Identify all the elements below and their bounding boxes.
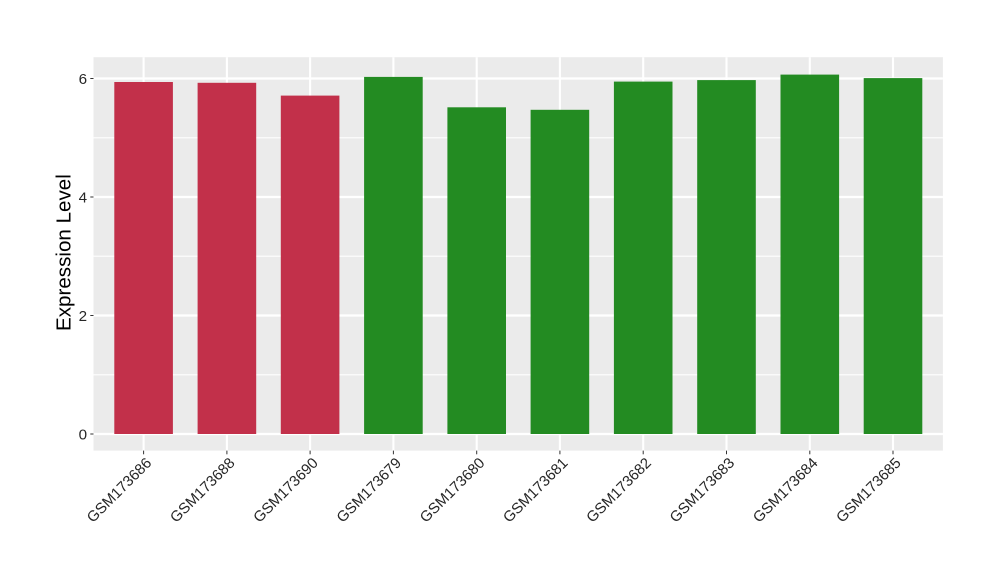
svg-text:2: 2 xyxy=(79,308,87,325)
svg-text:4: 4 xyxy=(79,189,87,206)
svg-text:Expression Level: Expression Level xyxy=(52,174,75,331)
svg-text:0: 0 xyxy=(79,426,87,443)
svg-text:6: 6 xyxy=(79,71,87,88)
